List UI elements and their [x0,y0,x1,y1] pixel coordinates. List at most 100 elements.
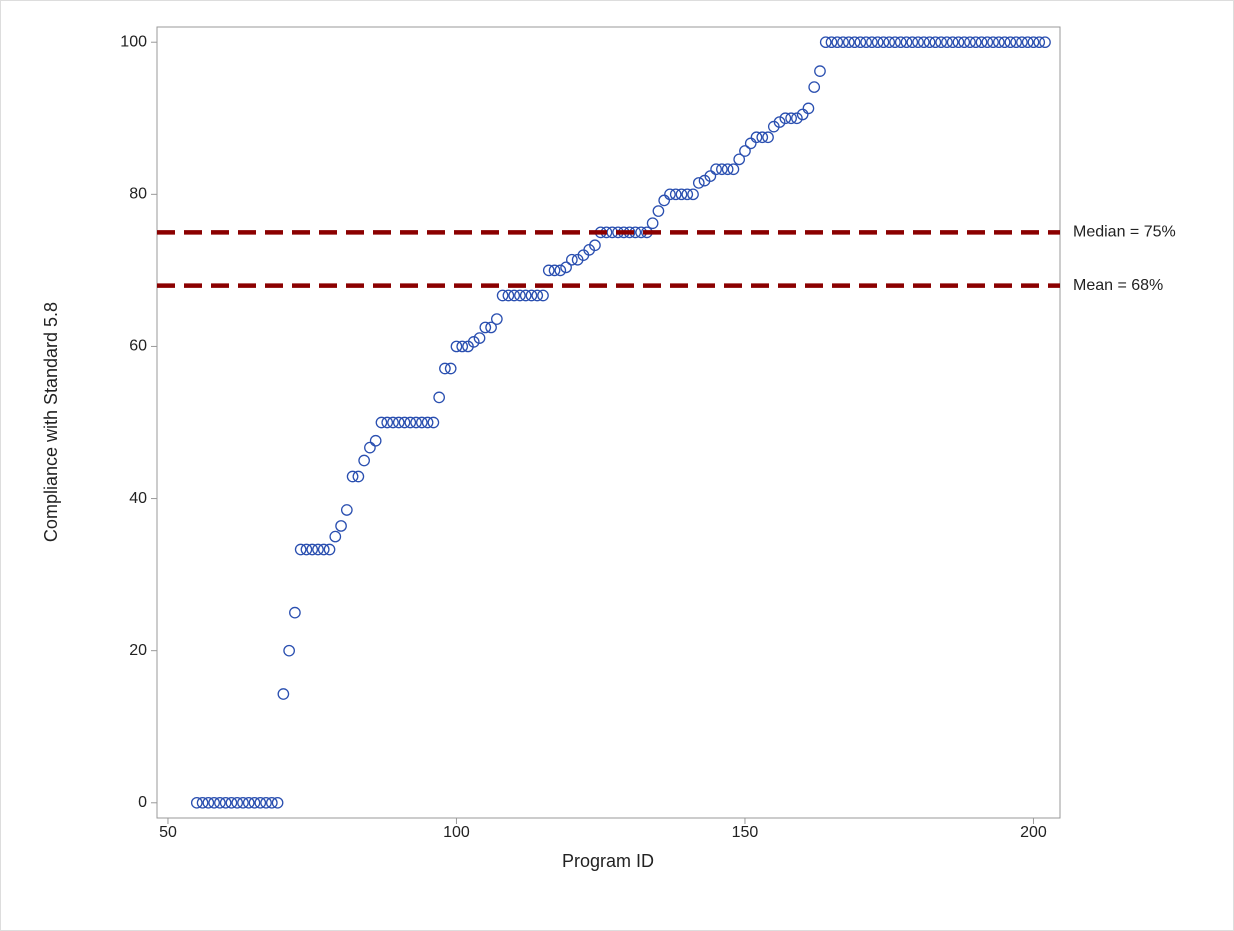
data-point [848,36,861,49]
y-tick-label: 0 [138,794,147,811]
data-point [1016,36,1028,49]
data-point [283,644,295,657]
data-point [935,36,947,49]
data-point [998,36,1011,49]
data-point [496,289,509,302]
data-point [854,36,867,49]
data-point [202,796,215,809]
data-point [525,289,538,302]
data-point [900,36,913,49]
y-tick-label: 40 [129,490,147,507]
data-point [317,543,330,556]
data-point [675,188,688,201]
data-point [508,289,521,302]
data-point [340,504,353,516]
data-point [346,470,359,483]
data-point [981,36,994,49]
data-point [237,796,249,809]
data-point [710,163,722,176]
data-point [739,145,751,157]
data-point [727,163,740,176]
data-point [877,36,890,49]
data-point [814,65,826,77]
reference-label: Mean = 68% [1073,277,1163,294]
data-point [906,36,919,49]
data-point [860,36,872,49]
data-point [439,362,451,375]
x-tick-label: 150 [732,824,759,841]
data-point [491,313,503,325]
data-point [473,332,486,344]
data-point [952,36,965,49]
y-tick-label: 20 [129,642,147,659]
data-point [1010,36,1022,49]
data-point [537,289,549,302]
x-axis-title: Program ID [562,851,654,871]
data-point [433,391,446,404]
data-point [733,153,746,166]
data-point [502,289,515,302]
data-point [265,796,278,809]
data-point [831,36,844,49]
data-point [479,321,492,334]
data-point [664,188,676,201]
data-point [214,796,226,809]
data-point [289,606,301,619]
data-point [704,170,717,182]
data-point [992,36,1005,49]
data-point [456,340,469,353]
data-point [917,36,930,49]
data-point [248,796,261,809]
data-point [681,188,694,201]
data-point [866,36,878,49]
data-point [335,520,347,532]
data-point [421,416,434,429]
data-point [929,36,942,49]
data-point [323,543,336,556]
data-point [941,36,953,49]
data-point [364,441,376,454]
data-point [692,177,705,189]
data-point [958,36,971,49]
data-point [912,36,924,49]
data-point [894,36,907,49]
data-point [294,543,307,556]
data-point [987,36,999,49]
data-point [779,112,792,125]
data-point [837,36,849,49]
data-point [358,454,370,467]
data-point [219,796,232,809]
data-point [785,112,797,125]
data-point [254,796,267,809]
y-axis-title: Compliance with Standard 5.8 [41,302,61,542]
data-point [750,131,763,144]
data-point [485,321,497,334]
y-tick-label: 100 [120,33,147,50]
data-point [969,36,982,49]
data-point [196,796,209,809]
data-point [687,188,699,201]
data-point [467,336,480,348]
data-point [716,163,728,176]
data-point [231,796,244,809]
data-point [964,36,976,49]
data-point [669,188,682,201]
data-point [1021,36,1034,49]
data-point [306,543,319,556]
data-point [404,416,417,429]
data-point [514,289,526,302]
data-point [825,36,838,49]
data-point [1039,36,1051,49]
data-point [208,796,220,809]
data-point [531,289,544,302]
data-point [819,36,832,49]
data-point [271,796,284,809]
data-point [190,796,203,809]
data-point [398,416,411,429]
data-point [352,470,365,483]
y-tick-label: 80 [129,186,147,203]
data-point [542,264,555,277]
